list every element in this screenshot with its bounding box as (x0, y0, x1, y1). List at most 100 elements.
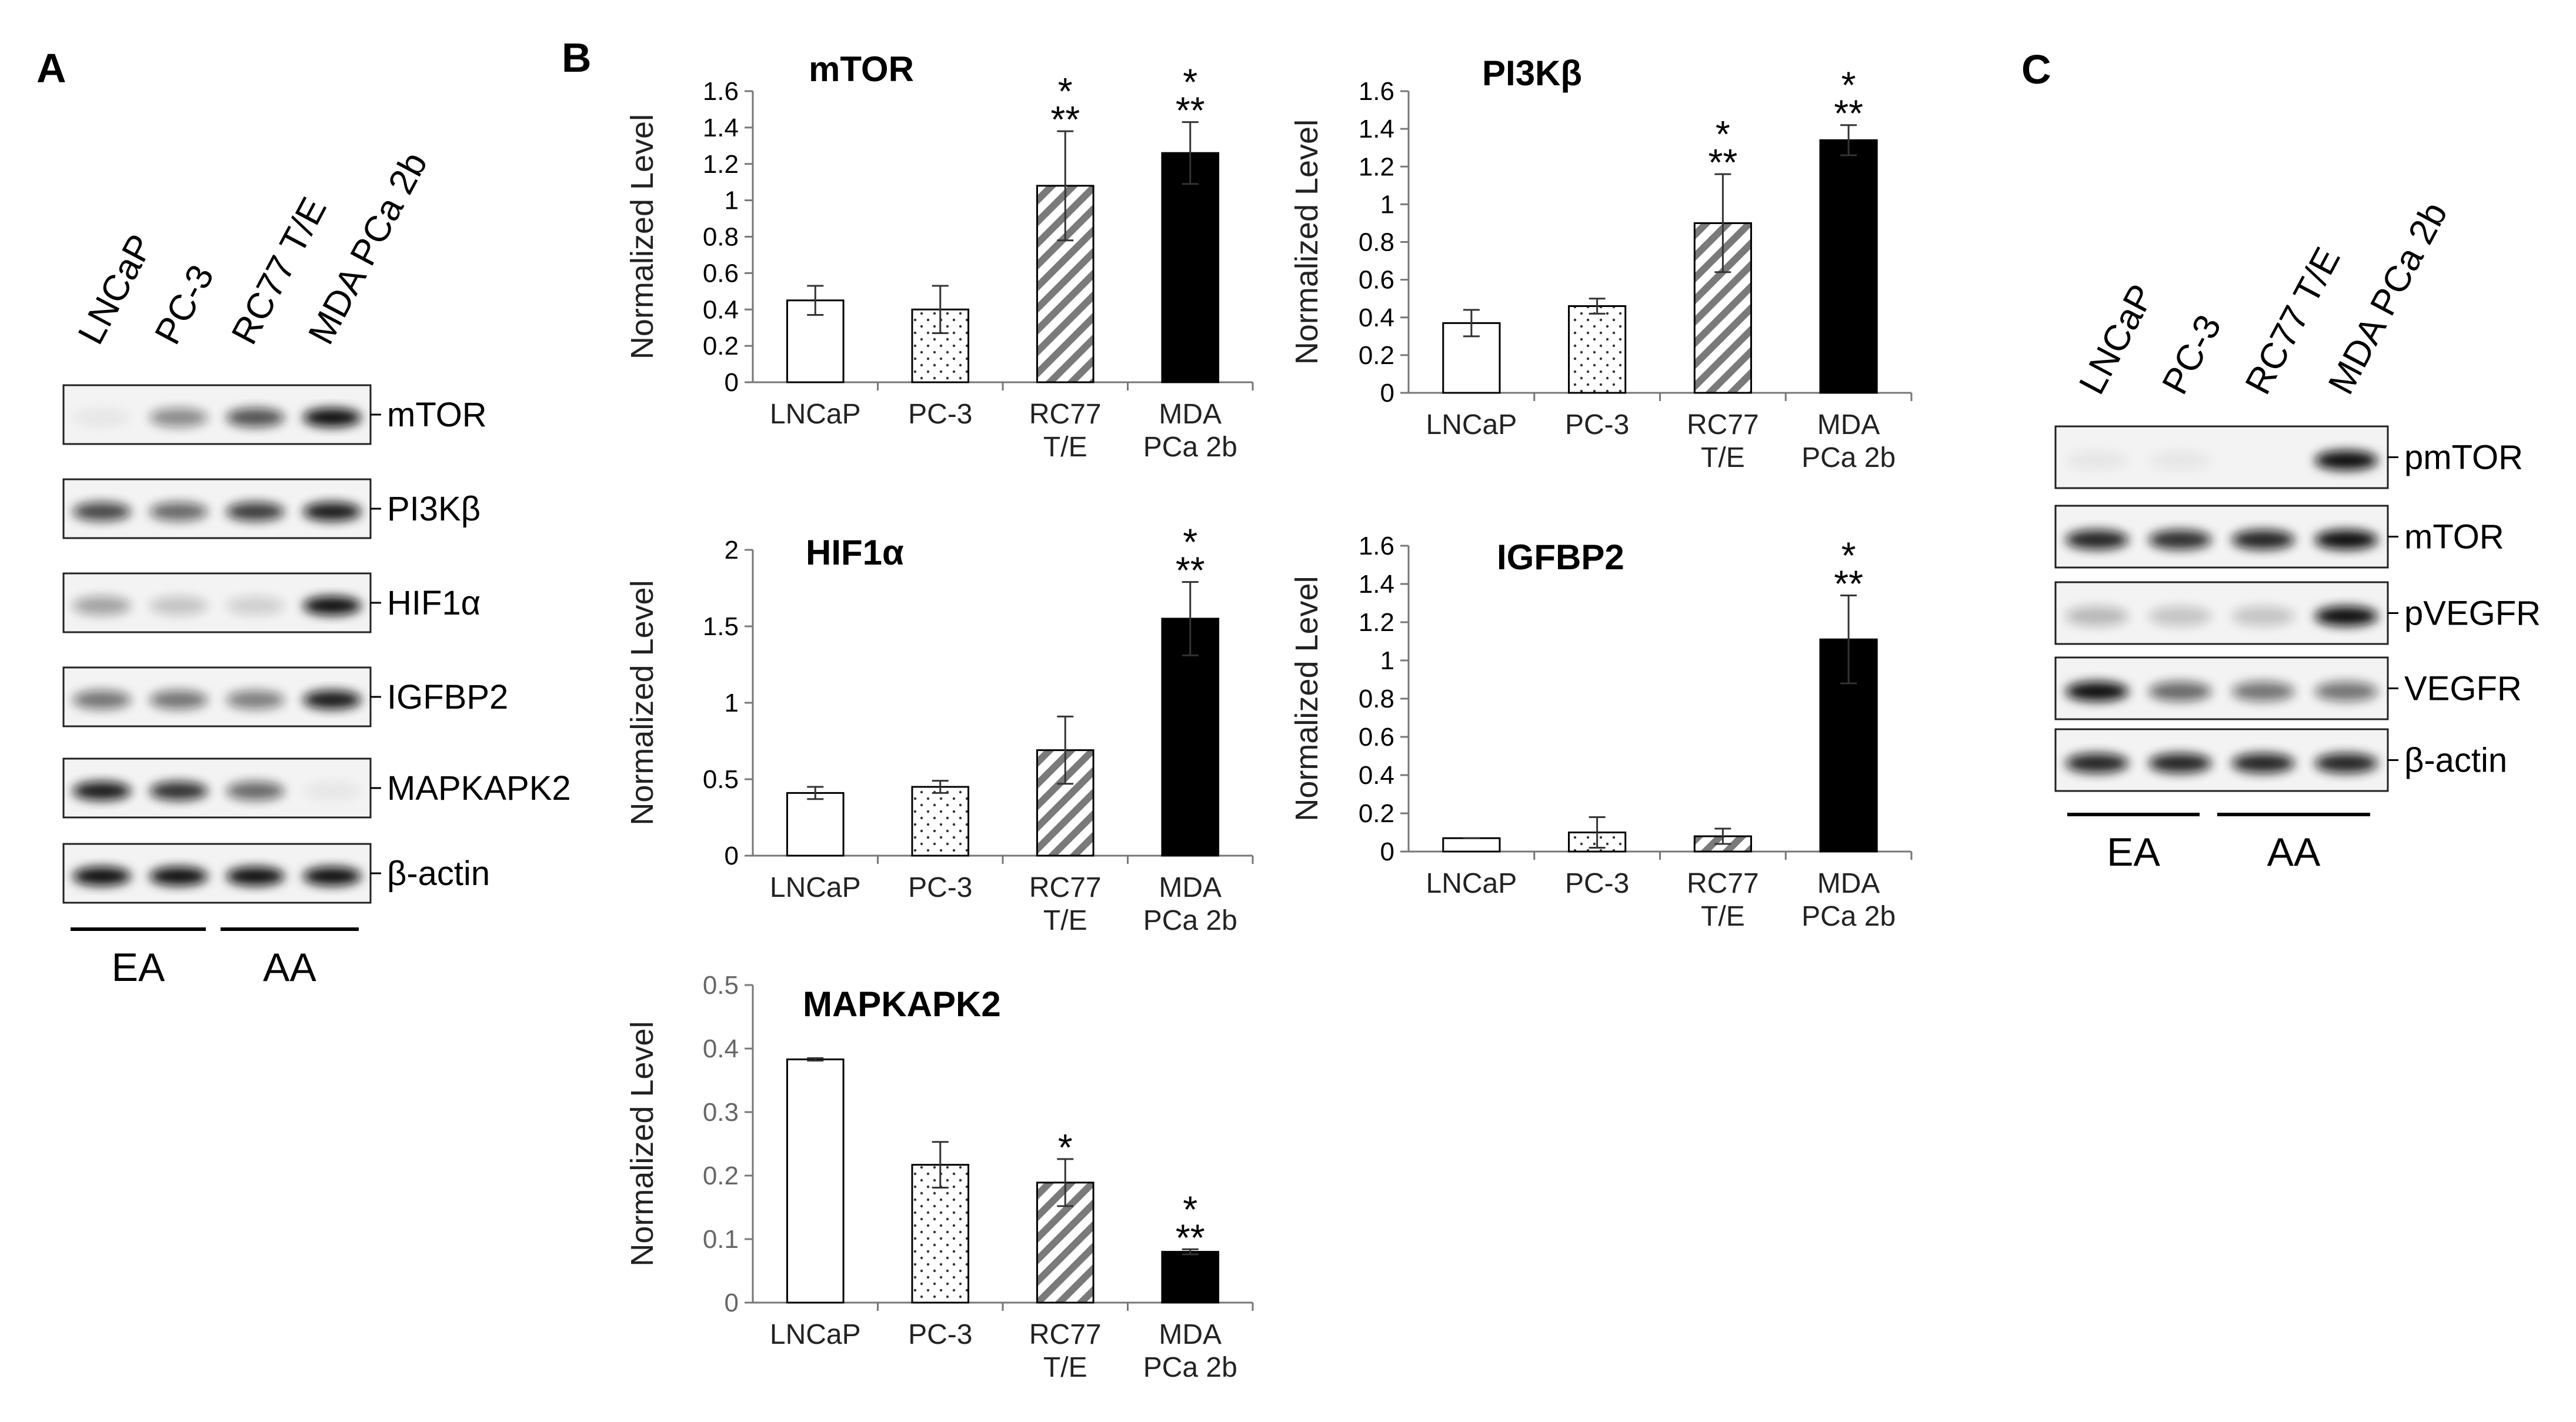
panel-c-protein-label: mTOR (2404, 518, 2504, 556)
panel-a-blot-band (149, 502, 208, 521)
y-tick-label: 0 (725, 842, 739, 870)
significance-marker: * (1183, 1188, 1197, 1230)
x-tick-label: T/E (1043, 432, 1087, 463)
x-tick-label: PC-3 (1565, 868, 1629, 899)
x-tick-label: PC-3 (908, 872, 972, 903)
panel-a-blot-band (226, 690, 285, 709)
panel-a-blot-band (149, 782, 208, 800)
panel-c-blot-band (2314, 681, 2378, 702)
x-tick-label: PCa 2b (1143, 1352, 1237, 1383)
y-axis-label: Normalized Level (1289, 576, 1324, 821)
panel-label-a: A (36, 45, 66, 91)
y-tick-label: 1.2 (1359, 152, 1394, 181)
y-tick-label: 1 (725, 186, 739, 215)
significance-marker: ** (1176, 89, 1205, 132)
x-tick-label: LNCaP (770, 399, 861, 430)
y-tick-label: 1.6 (1359, 77, 1394, 106)
y-tick-label: 0 (1380, 379, 1394, 408)
significance-marker: ** (1050, 98, 1080, 141)
y-tick-label: 1.6 (1359, 532, 1394, 560)
panel-c-protein-label: pmTOR (2404, 439, 2523, 477)
y-tick-label: 0.8 (703, 223, 739, 252)
panel-c-blot-band (2231, 681, 2295, 702)
panel-c-blot-band (2148, 529, 2212, 550)
y-tick-label: 1.4 (1359, 570, 1394, 599)
bar-chart-2: PI3Kβ Normalized Level 0 0.2 0.4 0.6 0.8 1 1.2 1.… (1289, 54, 1913, 473)
panel-c-blot-band (2065, 606, 2129, 626)
y-tick-label: 1 (1380, 646, 1394, 675)
significance-marker: * (1058, 1126, 1073, 1169)
panel-c-blot-band (2314, 450, 2378, 470)
x-tick-label: LNCaP (770, 1319, 861, 1350)
x-tick-label: PCa 2b (1143, 905, 1237, 936)
x-tick-label: LNCaP (770, 872, 861, 903)
x-tick-label: T/E (1043, 905, 1087, 936)
panel-a-blot-band (226, 502, 285, 521)
x-tick-label: PC-3 (1565, 409, 1629, 440)
panel-a-protein-label: PI3Kβ (387, 490, 481, 528)
panel-a-blot-band (72, 596, 131, 615)
panel-a-blot-band (303, 782, 362, 800)
panel-a-blot-band (72, 867, 131, 886)
x-tick-label: RC77 (1029, 399, 1102, 430)
panel-a-blot-band (226, 408, 285, 427)
panel-label-b: B (562, 35, 592, 81)
panel-a-blot-band (226, 596, 285, 615)
panel-a-blot-band (303, 867, 362, 886)
panel-a-group-label: EA (112, 945, 165, 990)
x-tick-label: MDA (1159, 399, 1222, 430)
panel-a-protein-label: IGFBP2 (387, 678, 508, 716)
significance-marker: ** (1176, 1216, 1205, 1259)
y-tick-label: 0 (725, 368, 739, 397)
x-tick-label: LNCaP (1426, 868, 1517, 899)
panel-c-blot-band (2065, 529, 2129, 550)
significance-marker: * (1183, 521, 1197, 563)
x-tick-label: MDA (1159, 872, 1222, 903)
y-tick-label: 2 (725, 536, 739, 565)
panel-c-lane-label: PC-3 (2154, 308, 2229, 400)
panel-a-blot-band (149, 408, 208, 427)
panel-a-blot-band (72, 782, 131, 800)
panel-c-blot-band (2065, 753, 2129, 773)
panel-a-blot-band (303, 690, 362, 709)
bar (786, 1058, 845, 1304)
x-tick-label: RC77 (1029, 1319, 1102, 1350)
panel-c-group-label: AA (2267, 830, 2321, 874)
panel-a-blot-band (226, 867, 285, 886)
panel-c-blot-band (2314, 753, 2378, 773)
y-tick-label: 1.5 (703, 612, 739, 641)
significance-marker: ** (1834, 92, 1863, 135)
y-tick-label: 1.2 (1359, 608, 1394, 637)
x-tick-label: MDA (1817, 868, 1880, 899)
y-tick-label: 0.2 (703, 332, 739, 360)
x-tick-label: PCa 2b (1801, 442, 1896, 473)
panel-c-lane-label: LNCaP (2071, 278, 2163, 401)
y-tick-label: 0.4 (703, 1034, 739, 1063)
bar (1442, 837, 1501, 853)
y-tick-label: 0.5 (703, 765, 739, 794)
significance-marker: * (1841, 535, 1856, 577)
y-tick-label: 1 (1380, 190, 1394, 219)
panel-c-blot-band (2314, 606, 2378, 626)
bar-chart-3: HIF1α Normalized Level 0 0.5 1 1.5 2 LNCaP PC-3 R… (625, 521, 1254, 936)
y-tick-label: 0.8 (1359, 228, 1394, 257)
y-tick-label: 0.4 (1359, 761, 1394, 790)
panel-c-protein-label: pVEGFR (2404, 595, 2541, 633)
significance-marker: ** (1834, 563, 1863, 605)
y-tick-label: 0.1 (703, 1225, 739, 1254)
x-tick-label: T/E (1043, 1352, 1087, 1383)
panel-b-bar-charts: mTOR Normalized Level 0 0.2 0.4 0.6 0.8 1 1.2 1.4… (625, 49, 1913, 1383)
significance-marker: * (1841, 64, 1856, 106)
y-tick-label: 0.4 (1359, 303, 1394, 332)
panel-a-protein-label: MAPKAPK2 (387, 769, 571, 807)
x-tick-label: T/E (1701, 442, 1745, 473)
y-tick-label: 0.6 (1359, 723, 1394, 752)
x-tick-label: RC77 (1687, 409, 1759, 440)
panel-c-blot-band (2065, 681, 2129, 702)
bar (1568, 305, 1627, 394)
y-tick-label: 0.2 (1359, 799, 1394, 828)
panel-a-blot-band (72, 502, 131, 521)
y-tick-label: 0.5 (703, 971, 739, 1000)
panel-c-blot-band (2231, 529, 2295, 550)
panel-c-blot-band (2314, 529, 2378, 550)
